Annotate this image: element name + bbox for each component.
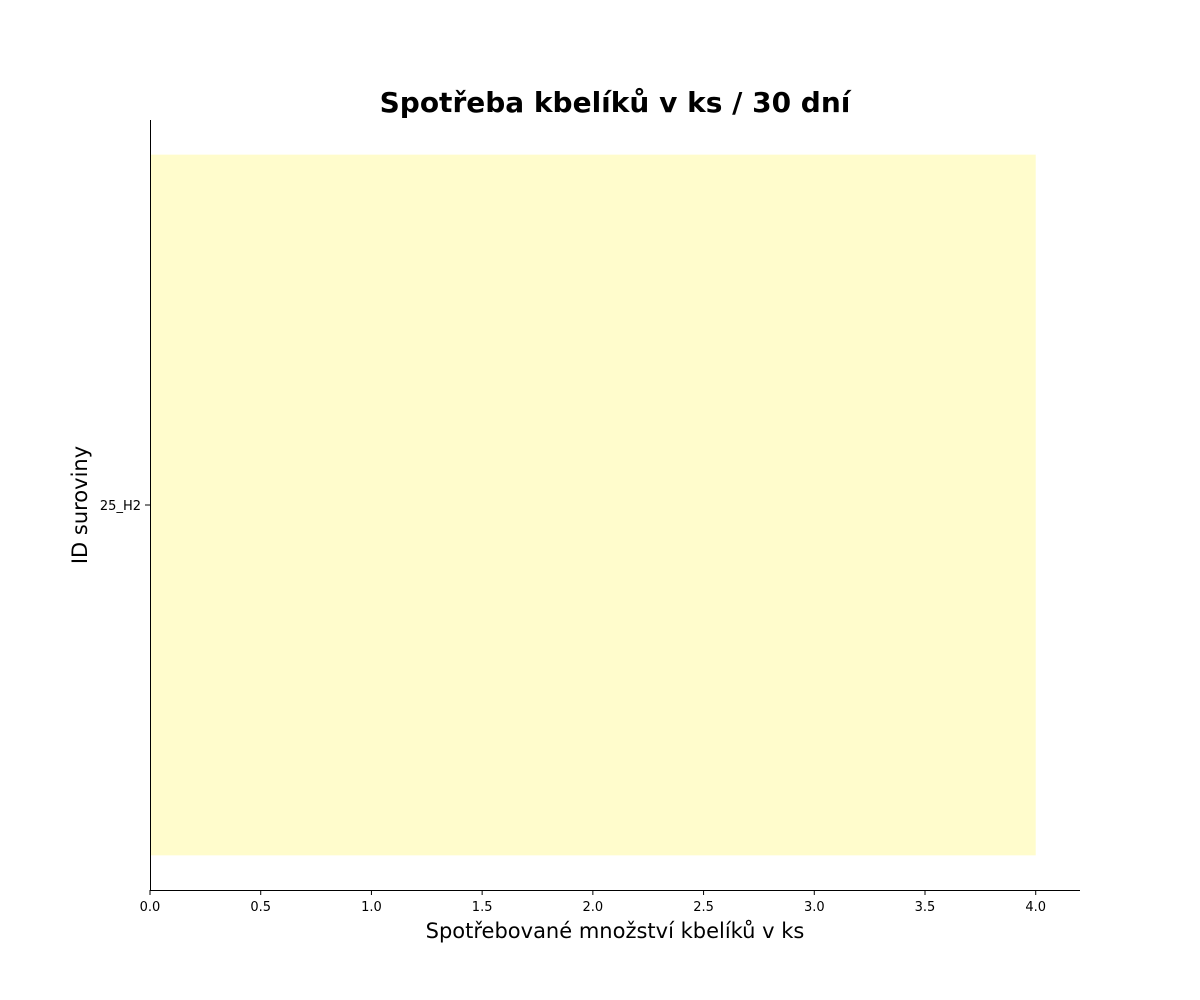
x-ticks: 0.0 0.5 1.0 1.5 2.0 2.5 3.0 3.5 4.0 [140, 890, 1046, 915]
x-axis-label: Spotřebované množství kbelíků v ks [426, 919, 805, 943]
x-tick-label: 0.0 [140, 900, 161, 915]
y-tick-label: 25_H2 [100, 499, 141, 514]
x-tick-label: 2.5 [693, 900, 714, 915]
x-tick-label: 0.5 [250, 900, 271, 915]
bars-group [151, 154, 1036, 856]
x-tick-label: 4.0 [1025, 900, 1046, 915]
y-axis-label: ID suroviny [68, 446, 92, 564]
x-tick-label: 1.5 [472, 900, 493, 915]
chart-title: Spotřeba kbelíků v ks / 30 dní [380, 86, 852, 119]
x-tick-label: 3.0 [804, 900, 825, 915]
bar-25_H2 [151, 154, 1036, 856]
x-tick-label: 2.0 [583, 900, 604, 915]
y-ticks: 25_H2 [100, 499, 150, 514]
x-tick-label: 3.5 [915, 900, 936, 915]
x-tick-label: 1.0 [361, 900, 382, 915]
